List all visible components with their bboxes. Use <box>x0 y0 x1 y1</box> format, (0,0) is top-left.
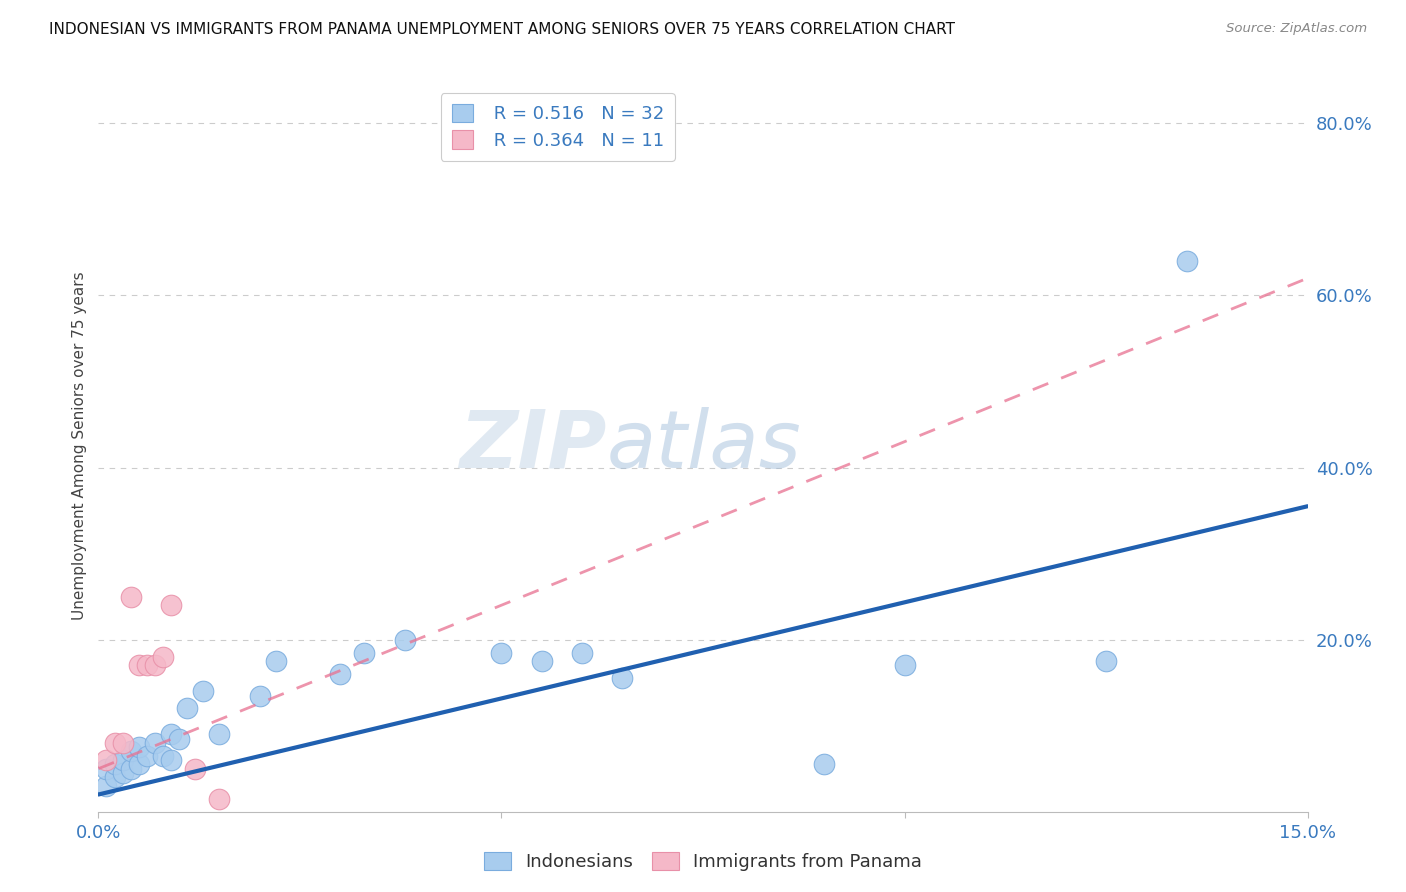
Y-axis label: Unemployment Among Seniors over 75 years: Unemployment Among Seniors over 75 years <box>72 272 87 620</box>
Text: INDONESIAN VS IMMIGRANTS FROM PANAMA UNEMPLOYMENT AMONG SENIORS OVER 75 YEARS CO: INDONESIAN VS IMMIGRANTS FROM PANAMA UNE… <box>49 22 955 37</box>
Point <box>571 646 593 660</box>
Point <box>394 632 416 647</box>
Point <box>249 689 271 703</box>
Point <box>96 753 118 767</box>
Point <box>353 646 375 660</box>
Point <box>111 753 134 767</box>
Point <box>111 736 134 750</box>
Point <box>103 736 125 750</box>
Point <box>329 667 352 681</box>
Point <box>160 753 183 767</box>
Point <box>193 684 215 698</box>
Point <box>111 766 134 780</box>
Point <box>152 649 174 664</box>
Point <box>128 740 150 755</box>
Point <box>143 658 166 673</box>
Point <box>264 654 287 668</box>
Point <box>1175 254 1198 268</box>
Point <box>103 757 125 772</box>
Point <box>120 590 142 604</box>
Point <box>120 762 142 776</box>
Point <box>103 770 125 784</box>
Point <box>135 658 157 673</box>
Point <box>893 658 915 673</box>
Point <box>128 658 150 673</box>
Point <box>208 792 231 806</box>
Point <box>184 762 207 776</box>
Point <box>208 727 231 741</box>
Point <box>612 671 634 685</box>
Point <box>160 727 183 741</box>
Point <box>160 598 183 612</box>
Point <box>96 779 118 793</box>
Text: ZIP: ZIP <box>458 407 606 485</box>
Point <box>143 736 166 750</box>
Point <box>176 701 198 715</box>
Legend:  R = 0.516   N = 32,  R = 0.364   N = 11: R = 0.516 N = 32, R = 0.364 N = 11 <box>441 93 675 161</box>
Text: Source: ZipAtlas.com: Source: ZipAtlas.com <box>1226 22 1367 36</box>
Point <box>135 748 157 763</box>
Point <box>152 748 174 763</box>
Point <box>120 744 142 758</box>
Legend: Indonesians, Immigrants from Panama: Indonesians, Immigrants from Panama <box>477 845 929 879</box>
Point <box>128 757 150 772</box>
Text: atlas: atlas <box>606 407 801 485</box>
Point <box>530 654 553 668</box>
Point <box>96 762 118 776</box>
Point <box>491 646 513 660</box>
Point <box>167 731 190 746</box>
Point <box>813 757 835 772</box>
Point <box>1095 654 1118 668</box>
